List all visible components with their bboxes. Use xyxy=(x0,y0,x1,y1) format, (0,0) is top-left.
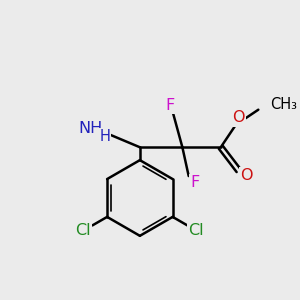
Text: H: H xyxy=(99,129,110,144)
Text: O: O xyxy=(232,110,245,125)
Text: F: F xyxy=(165,98,175,113)
Text: Cl: Cl xyxy=(189,223,204,238)
Text: NH: NH xyxy=(78,121,103,136)
Text: Cl: Cl xyxy=(76,223,91,238)
Text: F: F xyxy=(190,176,199,190)
Text: O: O xyxy=(240,168,253,183)
Text: CH₃: CH₃ xyxy=(270,97,297,112)
